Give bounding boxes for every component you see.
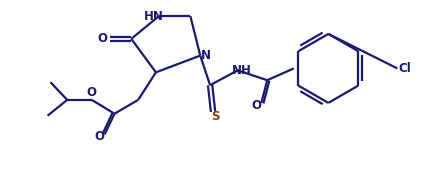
Text: Cl: Cl [399, 62, 411, 75]
Text: O: O [95, 130, 105, 143]
Text: O: O [98, 32, 108, 45]
Text: O: O [87, 86, 97, 98]
Text: S: S [211, 110, 219, 123]
Text: N: N [201, 49, 211, 62]
Text: NH: NH [232, 64, 252, 77]
Text: O: O [252, 99, 262, 112]
Text: HN: HN [144, 10, 164, 23]
